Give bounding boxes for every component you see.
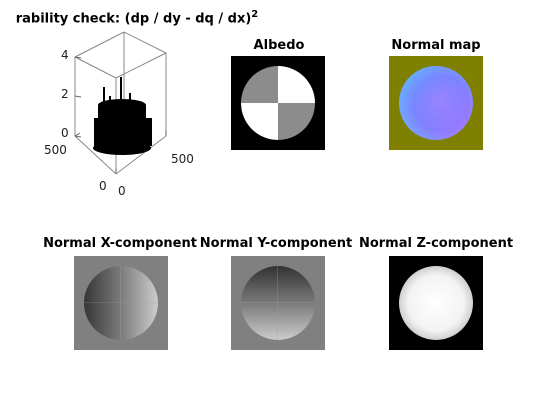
albedo-title: Albedo — [253, 38, 305, 53]
z-tick-0: 0 — [61, 126, 69, 140]
plot3d-title-superscript: 2 — [251, 9, 259, 20]
normal-x-image — [74, 256, 168, 350]
right-axis-tick-0: 0 — [118, 184, 126, 198]
normal-map-image — [389, 56, 483, 150]
albedo-image — [231, 56, 325, 150]
normal-map-sphere — [399, 66, 473, 140]
plot3d-ticks — [74, 56, 167, 174]
normal-map-title: Normal map — [391, 38, 481, 53]
z-tick-2: 2 — [61, 87, 69, 101]
normal-y-image — [231, 256, 325, 350]
normal-x-sphere — [84, 266, 158, 340]
normal-z-title: Normal Z-component — [358, 236, 514, 251]
normal-y-sphere — [241, 266, 315, 340]
normal-y-title: Normal Y-component — [199, 236, 353, 251]
right-axis-tick-500: 500 — [171, 152, 194, 166]
normal-z-image — [389, 256, 483, 350]
z-tick-4: 4 — [61, 48, 69, 62]
left-axis-tick-0: 0 — [99, 179, 107, 193]
plot3d-surface — [93, 77, 152, 155]
surface-plot-3d[interactable] — [0, 30, 230, 230]
normal-x-title: Normal X-component — [43, 236, 197, 251]
plot3d-title-text: rability check: (dp / dy - dq / dx) — [15, 11, 252, 27]
plot3d-title: rability check: (dp / dy - dq / dx)2 — [16, 9, 259, 26]
albedo-sphere — [241, 66, 315, 140]
left-axis-tick-500: 500 — [44, 143, 67, 157]
normal-z-sphere — [399, 266, 473, 340]
